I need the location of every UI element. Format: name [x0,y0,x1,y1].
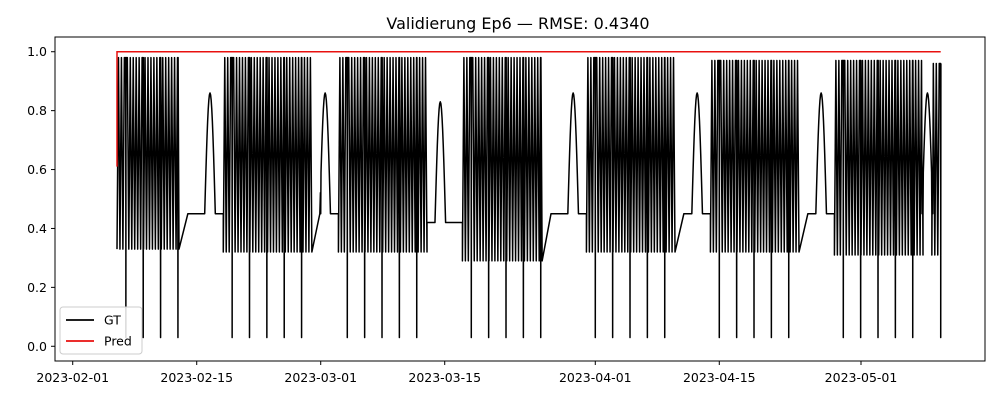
legend-label: GT [104,313,121,328]
plot-frame [54,36,986,362]
y-tick-label: 0.2 [27,280,47,295]
x-tick-label: 2023-04-01 [559,370,632,385]
legend: GT Pred [59,306,143,355]
x-tick-label: 2023-04-15 [683,370,756,385]
x-tick-label: 2023-03-01 [284,370,357,385]
y-tick-label: 0.4 [27,221,47,236]
y-tick-label: 1.0 [27,44,47,59]
x-tick-label: 2023-03-15 [408,370,481,385]
pred-series-line [116,50,941,167]
plot-area [116,50,942,339]
legend-label: Pred [104,334,132,349]
gt-series-line [116,56,942,339]
x-tick-label: 2023-02-01 [36,370,109,385]
y-axis: 0.0 0.2 0.4 0.6 0.8 1.0 [27,44,55,354]
y-tick-label: 0.6 [27,162,47,177]
x-tick-label: 2023-05-01 [825,370,898,385]
y-tick-label: 0.0 [27,339,47,354]
chart-title: Validierung Ep6 — RMSE: 0.4340 [386,14,649,33]
x-tick-label: 2023-02-15 [160,370,233,385]
legend-box [59,306,143,355]
x-axis: 2023-02-01 2023-02-15 2023-03-01 2023-03-15… [36,361,897,385]
y-tick-label: 0.8 [27,103,47,118]
